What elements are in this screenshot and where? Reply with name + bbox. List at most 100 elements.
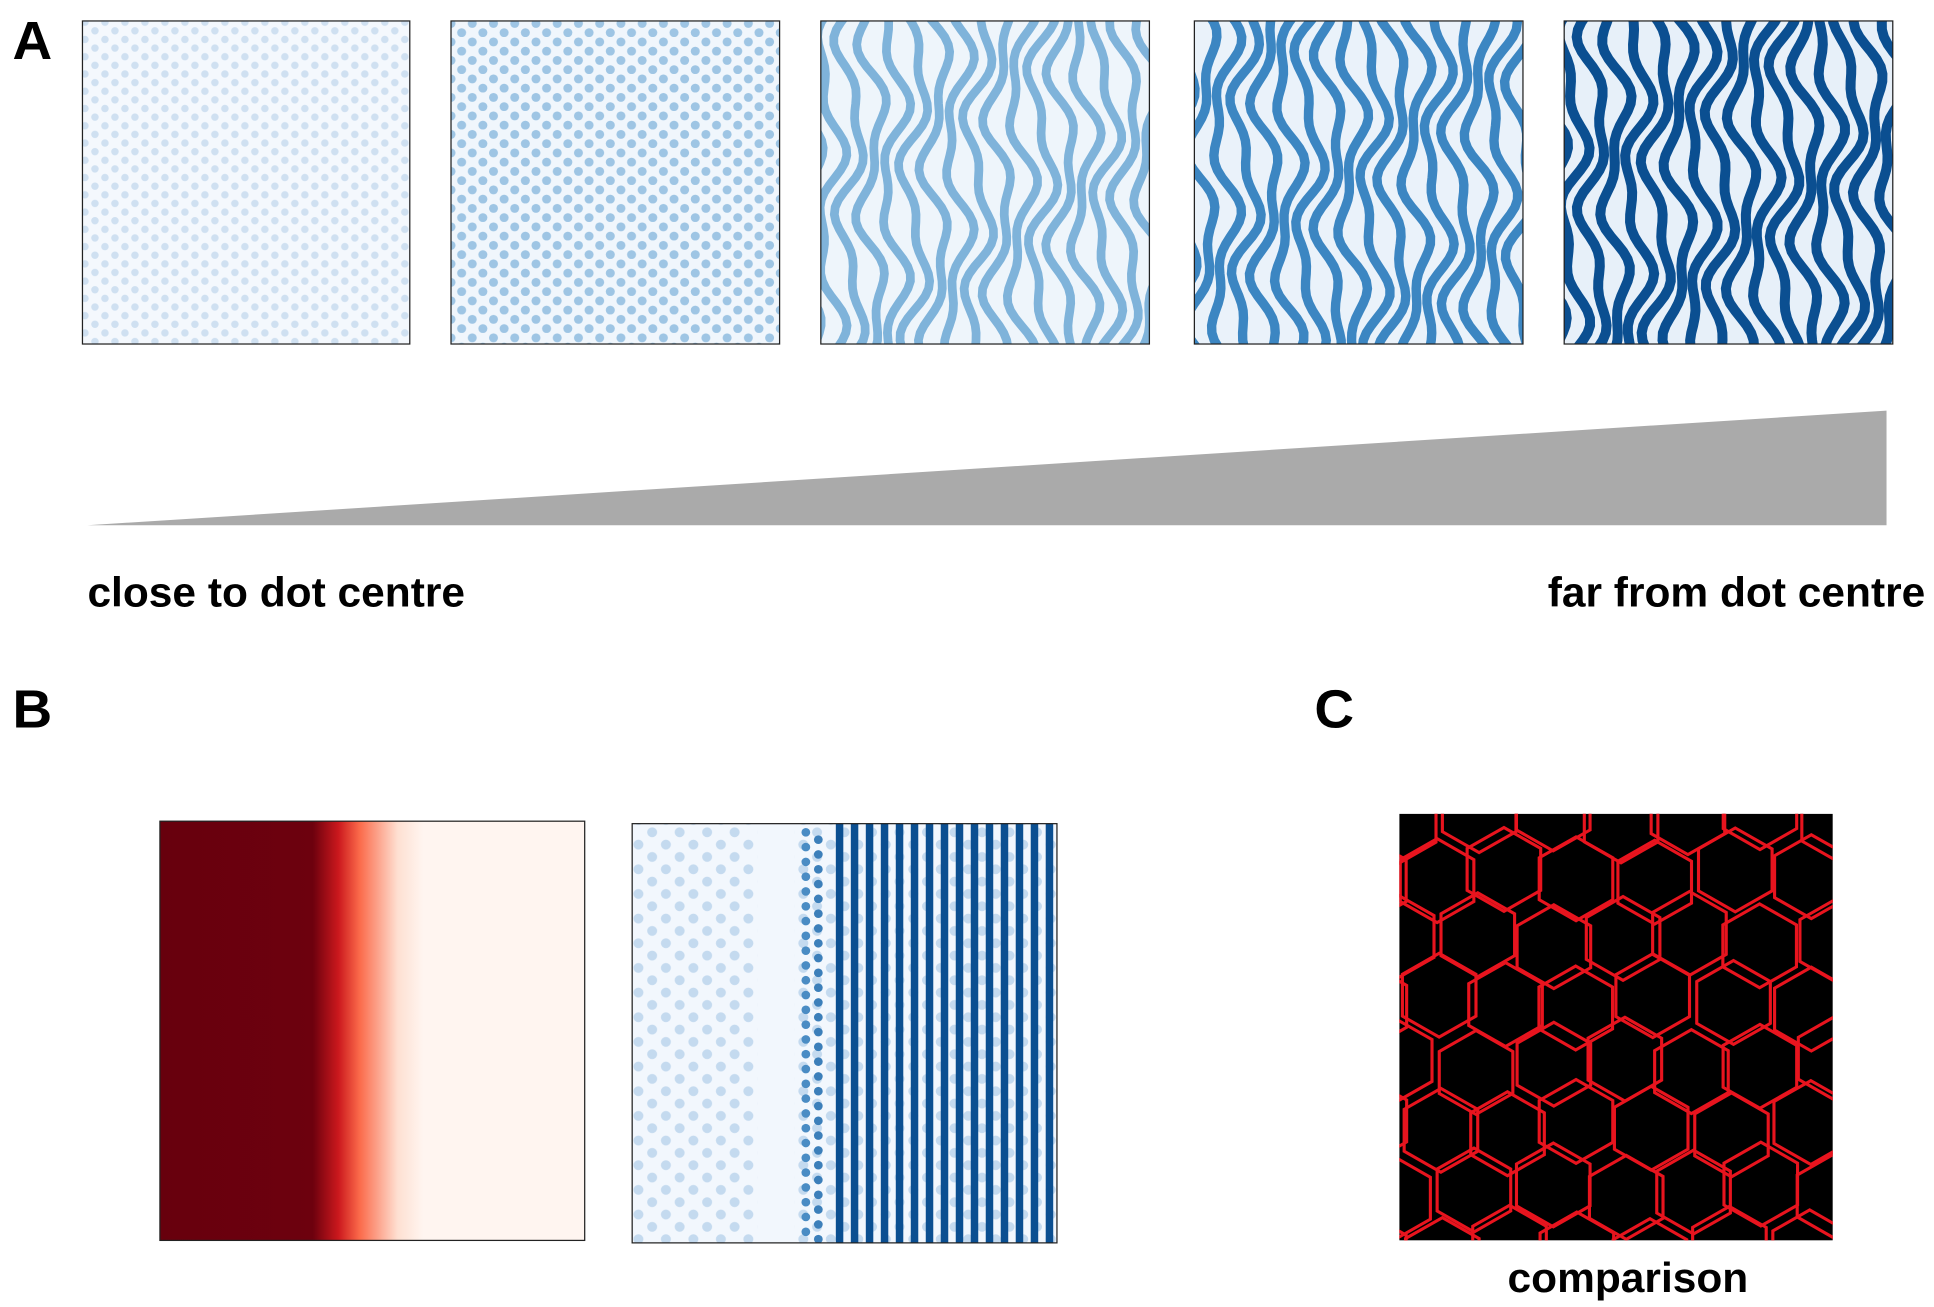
cell-boundary [1333, 1079, 1406, 1163]
cell-boundary [1282, 1144, 1356, 1228]
gradient-wedge [87, 411, 1886, 526]
cell-boundary [1283, 769, 1357, 853]
caption: far from dot centre [1548, 569, 1926, 616]
cell-boundary [1914, 1094, 1934, 1178]
comparison-panel [1281, 702, 1934, 1303]
dot [801, 1109, 810, 1118]
dot [801, 1080, 810, 1089]
cell-boundary [1333, 964, 1407, 1048]
cell-boundary [1466, 713, 1540, 797]
cell-boundary [1844, 841, 1918, 925]
pattern-panel [632, 824, 1057, 1244]
pattern-panel [82, 21, 409, 344]
pattern-panel [1537, 15, 1909, 348]
dot [814, 1190, 823, 1199]
dot [801, 1168, 810, 1177]
cell-boundary [1847, 1084, 1920, 1168]
dot [814, 939, 823, 948]
dot [801, 858, 810, 867]
dot [814, 1131, 823, 1140]
dot [801, 1198, 810, 1207]
cell-boundary [1281, 1020, 1355, 1104]
dot [801, 991, 810, 1000]
cell-boundary [1333, 839, 1407, 923]
dot [801, 1020, 810, 1029]
dot [814, 1043, 823, 1052]
dot [801, 932, 810, 941]
dot [801, 1153, 810, 1162]
dot [801, 1050, 810, 1059]
dot [814, 1028, 823, 1037]
dot [814, 850, 823, 859]
dot [814, 998, 823, 1007]
dot [814, 924, 823, 933]
panel-label: B [12, 679, 52, 740]
dot [814, 1013, 823, 1022]
dot [801, 1124, 810, 1133]
dot [801, 1227, 810, 1236]
cell-boundary [1620, 711, 1694, 795]
dot [814, 1102, 823, 1111]
dot [814, 1205, 823, 1214]
cell-boundary [1846, 955, 1920, 1039]
pattern-panel [1166, 15, 1535, 348]
cell-boundary [1848, 1219, 1922, 1303]
cell-boundary [1774, 702, 1848, 786]
dot [801, 902, 810, 911]
dot [814, 835, 823, 844]
dot [814, 1220, 823, 1229]
cell-boundary [1700, 715, 1774, 799]
pattern-panel [792, 15, 1164, 348]
dot [814, 983, 823, 992]
dot [801, 1094, 810, 1103]
dot [801, 1183, 810, 1192]
dot [801, 828, 810, 837]
panel-label: C [1314, 679, 1354, 740]
dot [801, 872, 810, 881]
cell-boundary [1540, 702, 1614, 786]
dot [814, 909, 823, 918]
cell-boundary [1910, 829, 1934, 913]
dot [814, 865, 823, 874]
dot [814, 1087, 823, 1096]
pattern-panel [451, 21, 780, 344]
cell-boundary [1916, 1208, 1934, 1292]
caption: comparison [1508, 1254, 1749, 1301]
dot [801, 1065, 810, 1074]
dot [801, 843, 810, 852]
cell-boundary [1879, 1028, 1934, 1112]
cell-boundary [1842, 709, 1916, 793]
cell-boundary [1282, 905, 1356, 989]
stripe [1537, 15, 1568, 348]
stripe [792, 15, 823, 348]
cell-boundary [1909, 716, 1934, 800]
dot [801, 1035, 810, 1044]
cell-boundary [1912, 958, 1934, 1042]
dot [801, 887, 810, 896]
dot [801, 961, 810, 970]
dot [814, 1072, 823, 1081]
figure: A close to dot centre far from dot centr… [0, 0, 1934, 1307]
dot [814, 1176, 823, 1185]
dot [801, 976, 810, 985]
dot [814, 1161, 823, 1170]
cell-boundary [1398, 713, 1471, 797]
dot [801, 946, 810, 955]
caption: close to dot centre [87, 569, 465, 616]
cell-boundary [1333, 1214, 1407, 1298]
dot [801, 917, 810, 926]
dot [814, 1116, 823, 1125]
dot [814, 1235, 823, 1244]
cell-boundary [1882, 773, 1934, 857]
cell-boundary [1881, 891, 1934, 975]
dot [814, 954, 823, 963]
cell-boundary [1877, 1152, 1934, 1236]
gradient-panel [160, 821, 585, 1240]
stripe [1166, 15, 1197, 348]
panel-label: A [12, 11, 52, 72]
dot [814, 880, 823, 889]
dot [814, 1057, 823, 1066]
dot [814, 895, 823, 904]
dot [801, 1139, 810, 1148]
dot [814, 969, 823, 978]
